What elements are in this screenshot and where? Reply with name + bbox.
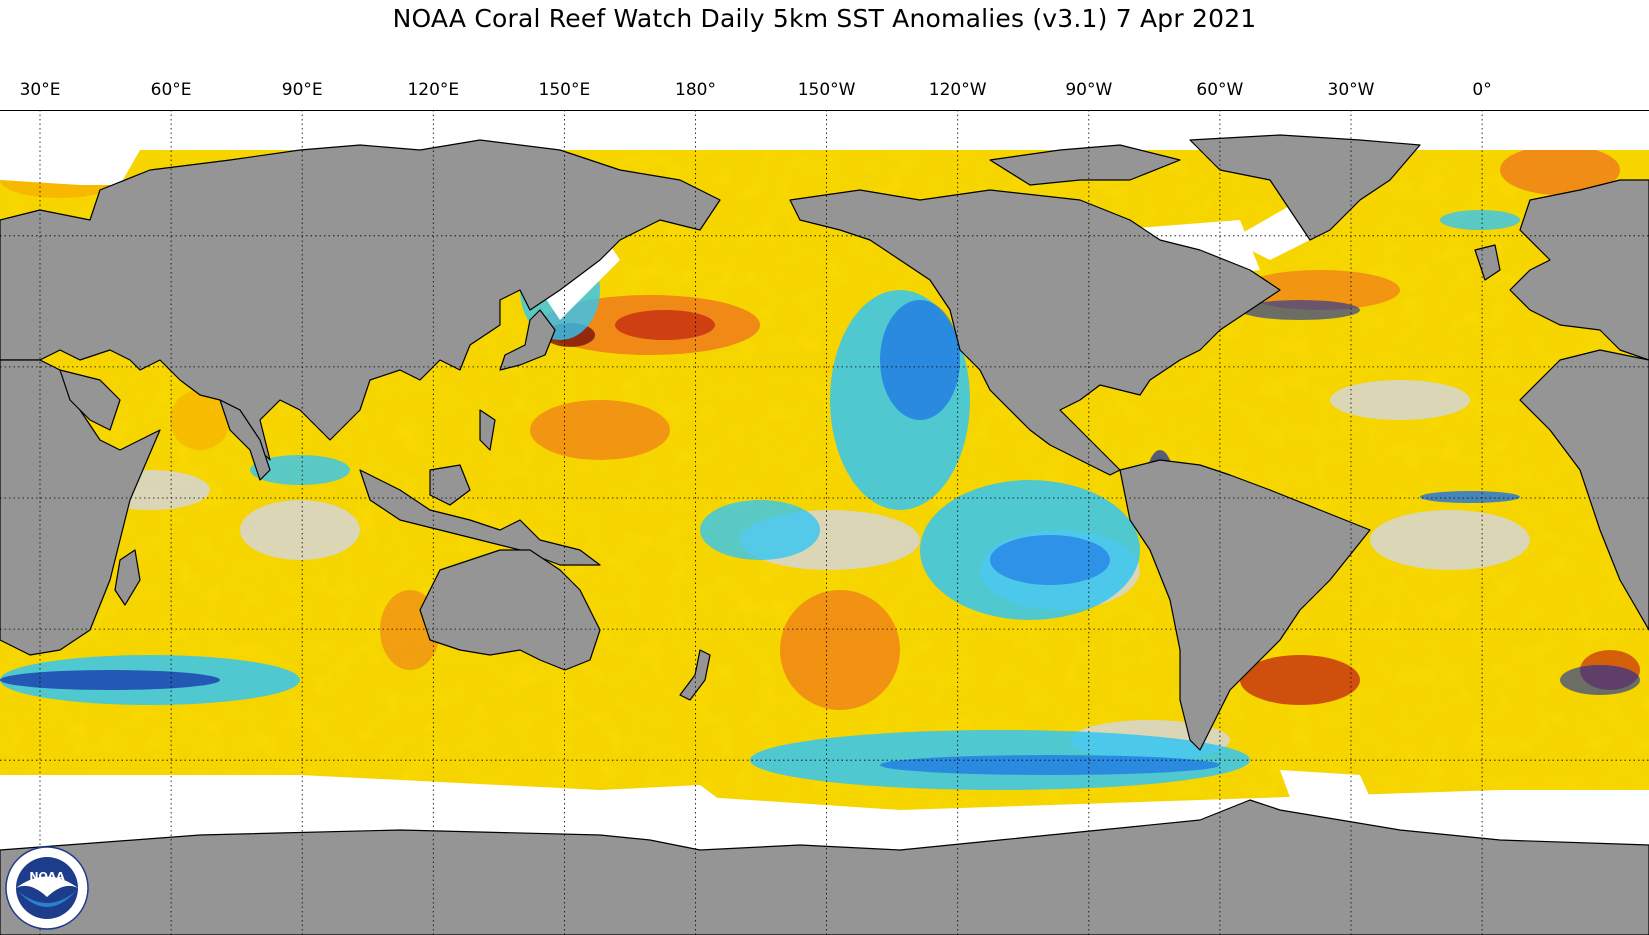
- land-japan: [499, 309, 556, 371]
- land: [0, 134, 1649, 935]
- longitude-label: 60°E: [150, 80, 192, 100]
- longitude-label: 150°E: [538, 80, 591, 100]
- longitude-label: 120°E: [407, 80, 460, 100]
- longitude-label: 180°: [675, 80, 716, 100]
- cool-anomalies: [0, 210, 1640, 790]
- land-arctic-islands: [989, 144, 1181, 186]
- land-india: [219, 399, 271, 481]
- land-eurasia: [0, 139, 721, 461]
- land-greenland: [1189, 134, 1421, 241]
- longitude-label: 60°W: [1196, 80, 1244, 100]
- sst-anomaly-map: [0, 110, 1649, 935]
- longitude-label: 90°E: [281, 80, 323, 100]
- longitude-label: 0°: [1472, 80, 1492, 100]
- longitude-label: 150°W: [797, 80, 856, 100]
- land-new-zealand: [679, 649, 711, 701]
- land-europe: [1509, 179, 1649, 361]
- land-madagascar: [114, 549, 141, 606]
- land-borneo: [429, 464, 471, 506]
- longitude-label: 90°W: [1065, 80, 1113, 100]
- map-canvas: [0, 110, 1649, 935]
- land-australia: [419, 549, 601, 671]
- noaa-logo: NOAA: [5, 846, 89, 930]
- longitude-label: 30°W: [1327, 80, 1375, 100]
- land-british-isles: [1474, 244, 1501, 281]
- longitude-label: 120°W: [928, 80, 987, 100]
- land-philippines: [479, 409, 496, 451]
- land-indonesia: [359, 469, 601, 566]
- land-south-america: [1119, 459, 1371, 751]
- graticule: [0, 110, 1649, 935]
- land-antarctica: [0, 799, 1649, 935]
- longitude-label: 30°E: [19, 80, 61, 100]
- land-arabia: [59, 369, 121, 431]
- map-title: NOAA Coral Reef Watch Daily 5km SST Anom…: [392, 4, 1257, 33]
- noaa-logo-text: NOAA: [29, 870, 65, 883]
- land-north-america: [789, 189, 1281, 476]
- land-africa-east: [1519, 349, 1649, 631]
